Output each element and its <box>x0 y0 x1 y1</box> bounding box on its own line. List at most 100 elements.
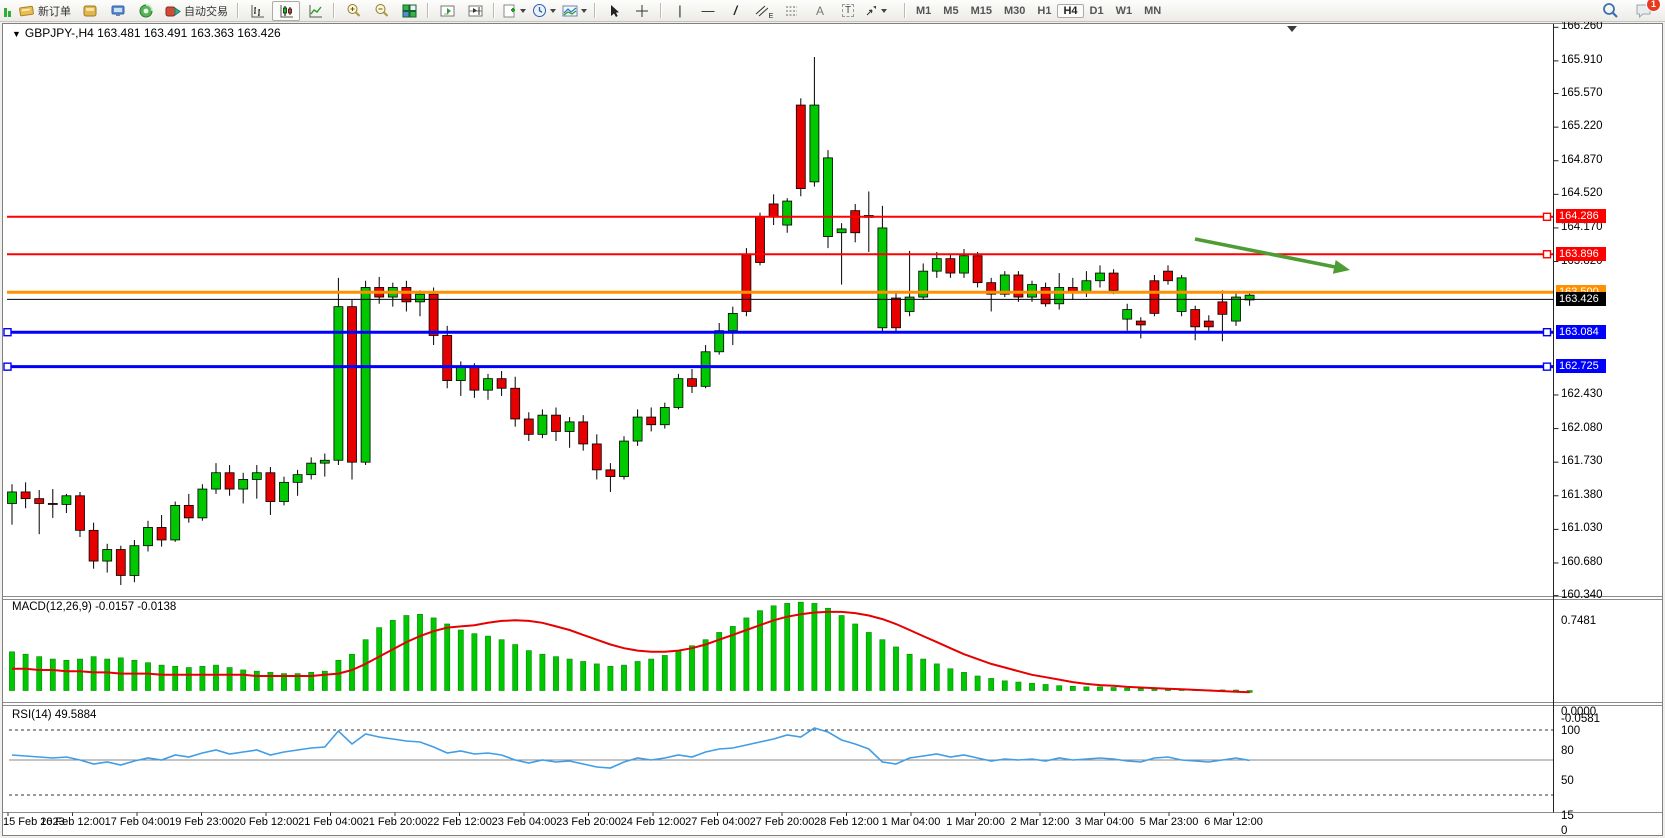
indicator-window-alt-button[interactable] <box>462 2 488 20</box>
line-handle[interactable] <box>1542 212 1552 222</box>
candle-body <box>551 414 561 432</box>
line-handle[interactable] <box>1542 250 1552 259</box>
horizontal-line-tool-button[interactable]: — <box>695 2 721 20</box>
rsi-scale-label: 0 <box>1561 825 1568 837</box>
trendline-tool-button[interactable]: / <box>723 2 749 20</box>
timeframe-m15-button[interactable]: M15 <box>970 4 992 17</box>
new-order-button[interactable]: 新订单 <box>15 2 75 20</box>
macd-histogram-bar <box>770 605 777 691</box>
candle-body <box>850 210 861 234</box>
period-button[interactable] <box>530 2 558 20</box>
text-tool-icon: A <box>815 3 824 18</box>
separator <box>427 3 429 18</box>
bar-chart-button[interactable] <box>244 2 270 20</box>
chart-window: ▼ GBPJPY-,H4 163.481 163.491 163.363 163.… <box>0 20 1665 838</box>
candle-body <box>197 488 208 519</box>
candle-body <box>251 472 262 480</box>
candle-body <box>88 529 99 562</box>
indicator-window-button[interactable] <box>434 2 460 20</box>
text-tool-button[interactable]: A <box>807 2 833 20</box>
time-axis-label: 19 Feb 23:00 <box>169 816 234 828</box>
trend-arrow-annotation[interactable] <box>1194 237 1339 270</box>
timeframe-h4-button[interactable]: H4 <box>1057 3 1084 18</box>
line-chart-button[interactable] <box>302 2 328 20</box>
chart-canvas[interactable] <box>0 22 1665 838</box>
macd-histogram-bar <box>961 672 967 691</box>
candle-body <box>1040 287 1051 305</box>
new-chart-button[interactable] <box>500 2 528 20</box>
candle-body <box>1244 294 1255 301</box>
candlestick-chart-button[interactable] <box>272 0 300 21</box>
macd-histogram-bar <box>553 656 559 691</box>
candle-body <box>75 495 85 531</box>
line-handle[interactable] <box>3 327 12 337</box>
macd-histogram-bar <box>920 658 927 691</box>
candle-body <box>183 504 194 519</box>
timeframe-mn-button[interactable]: MN <box>1144 4 1162 17</box>
template-button[interactable] <box>560 2 589 20</box>
candle-body <box>279 481 289 502</box>
timeframe-h1-button[interactable]: H1 <box>1037 4 1052 17</box>
candle-body <box>401 287 412 303</box>
new-order-label: 新订单 <box>38 5 71 18</box>
candle-body <box>306 462 317 476</box>
macd-histogram-bar <box>933 663 940 691</box>
arrows-tool-button[interactable] <box>863 2 889 20</box>
timeframe-m5-button[interactable]: M5 <box>943 4 959 17</box>
line-handle[interactable] <box>1542 362 1552 371</box>
candle-body <box>972 255 983 284</box>
cursor-button[interactable] <box>601 2 627 20</box>
macd-histogram-bar <box>185 667 192 691</box>
macd-histogram-bar <box>1124 687 1131 691</box>
notifications-button[interactable]: 1 <box>1630 0 1661 20</box>
price-tick-label: 164.520 <box>1561 187 1603 200</box>
zoom-out-button[interactable] <box>368 2 394 20</box>
market-watch-button[interactable] <box>105 2 131 20</box>
crosshair-icon <box>636 4 648 17</box>
candle-body <box>360 287 371 463</box>
candle-body <box>714 330 725 353</box>
candle-body <box>455 366 466 381</box>
chart-dropdown-icon[interactable]: ▼ <box>12 29 21 39</box>
search-button[interactable] <box>1597 2 1623 20</box>
macd-histogram-bar <box>1042 684 1049 691</box>
macd-histogram-bar <box>403 615 410 691</box>
trend-arrow-head[interactable] <box>1332 260 1350 274</box>
timeframe-m1-button[interactable]: M1 <box>916 4 932 17</box>
time-axis-label: 27 Feb 20:00 <box>749 816 815 828</box>
time-axis-label: 27 Feb 04:00 <box>685 816 750 828</box>
crosshair-button[interactable] <box>629 2 655 20</box>
macd-histogram-bar <box>1137 688 1144 691</box>
macd-histogram-bar <box>879 639 886 691</box>
timeframe-m30-button[interactable]: M30 <box>1003 4 1026 17</box>
candle-body <box>687 378 697 387</box>
autotrading-button[interactable]: 自动交易 <box>161 2 232 20</box>
macd-histogram-bar <box>825 607 831 691</box>
time-axis-label: 23 Feb 04:00 <box>491 816 557 828</box>
zoom-in-button[interactable] <box>340 2 366 20</box>
text-label-tool-button[interactable]: T <box>835 2 861 20</box>
template-icon <box>562 5 578 16</box>
candle-body <box>578 421 589 445</box>
candle-body <box>782 200 793 226</box>
channel-tool-button[interactable]: E <box>751 2 777 20</box>
line-handle[interactable] <box>3 362 12 371</box>
line-handle[interactable] <box>1542 327 1552 337</box>
charts-profile-button[interactable] <box>77 2 103 20</box>
vertical-line-tool-button[interactable]: | <box>667 2 693 20</box>
timeframe-w1-button[interactable]: W1 <box>1115 4 1133 17</box>
macd-histogram-bar <box>172 666 179 691</box>
candle-body <box>61 495 72 505</box>
macd-histogram-bar <box>226 667 233 691</box>
macd-histogram-bar <box>1097 686 1103 691</box>
chart-shift-marker-icon[interactable] <box>1287 26 1297 32</box>
candle-body <box>1149 280 1160 314</box>
timeframe-d1-button[interactable]: D1 <box>1089 4 1104 17</box>
macd-histogram-bar <box>634 661 641 691</box>
signals-button[interactable] <box>133 2 159 20</box>
fibonacci-tool-button[interactable] <box>779 2 805 20</box>
price-line-label: 163.426 <box>1556 291 1606 306</box>
candle-body <box>877 227 888 329</box>
tile-windows-button[interactable] <box>396 2 422 20</box>
